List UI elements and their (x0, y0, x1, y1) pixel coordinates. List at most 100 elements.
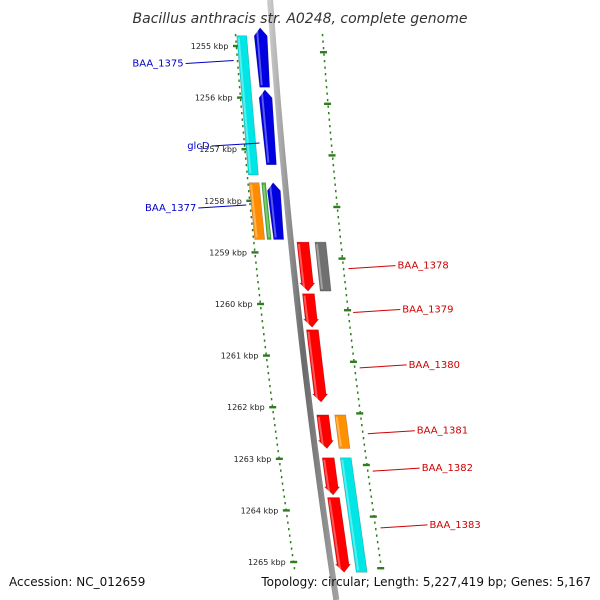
gene-baa-1382[interactable] (339, 457, 368, 573)
right-scale-dot (336, 203, 338, 206)
left-scale-dot (249, 203, 251, 206)
left-scale-dot (269, 385, 271, 388)
right-scale-dot (324, 73, 327, 76)
left-scale-tick (282, 509, 290, 512)
right-scale-dot (375, 534, 378, 537)
left-scale-dot (248, 196, 251, 199)
gene-label[interactable]: BAA_1378 (397, 261, 448, 272)
gene-baa-1383[interactable] (327, 497, 352, 573)
right-scale-dot (332, 164, 335, 167)
left-scale-dot (237, 66, 239, 69)
right-scale-dot (360, 417, 362, 420)
gene-feature[interactable] (316, 414, 335, 449)
left-scale-dot (246, 170, 248, 173)
gene-highlight (303, 295, 310, 326)
gene-label[interactable]: glcD (187, 141, 210, 152)
gene-label[interactable]: BAA_1382 (422, 463, 473, 474)
right-scale-dot (323, 60, 326, 63)
left-scale-dot (236, 60, 239, 63)
right-scale-dot (367, 476, 370, 479)
gene-label-leader (372, 467, 420, 472)
label-layer: BAA_1375 glcD BAA_1377 BAA_1378 BAA_1379 BAA_… (132, 58, 480, 530)
gene-label[interactable]: BAA_1380 (409, 360, 460, 371)
accession-text: Accession: NC_012659 (9, 575, 145, 589)
gene-label[interactable]: BAA_1379 (402, 304, 453, 315)
left-scale-dot (270, 391, 272, 394)
left-scale-dot (273, 417, 275, 420)
gene-label[interactable]: BAA_1381 (417, 426, 468, 437)
gene-label[interactable]: BAA_1383 (429, 520, 480, 531)
left-scale-dot (236, 53, 238, 56)
left-scale-dot (263, 333, 265, 336)
left-scale-dot (271, 404, 274, 407)
right-scale-dot (328, 118, 331, 121)
right-scale-dot (349, 326, 351, 329)
right-scale-dot (344, 281, 346, 284)
left-scale-dot (284, 502, 286, 505)
right-scale-dot (335, 190, 337, 193)
right-scale-dot (361, 424, 363, 427)
left-scale-dot (251, 229, 254, 232)
right-scale-dot (369, 489, 372, 492)
right-scale-dot (326, 92, 328, 95)
right-scale-dot (379, 560, 382, 563)
right-scale-dot (328, 112, 330, 115)
gene-label[interactable]: BAA_1375 (132, 58, 183, 69)
left-scale-dot (279, 463, 281, 466)
left-scale-dot (270, 398, 273, 401)
left-scale-dot (274, 424, 276, 427)
scale-tick-label: 1264 kbp (241, 506, 279, 515)
left-scale-dot (258, 294, 261, 297)
left-scale-dot (264, 346, 267, 349)
gene-baa-1380[interactable] (306, 329, 329, 403)
right-scale-dot (333, 177, 336, 180)
left-scale-dot (288, 528, 290, 531)
backbone-layer (267, 0, 340, 600)
gene-feature[interactable] (261, 182, 272, 240)
right-scale-dot (322, 47, 325, 50)
right-scale-dot (326, 99, 329, 102)
right-scale-dot (359, 411, 361, 414)
gene-label[interactable]: BAA_1377 (145, 203, 196, 214)
right-scale-dot (321, 34, 324, 37)
right-scale-dot (350, 339, 353, 342)
right-scale-tick (338, 257, 346, 260)
right-scale-dot (329, 131, 332, 134)
left-scale-dot (267, 372, 270, 375)
scale-tick-label: 1258 kbp (204, 197, 242, 206)
gene-label-leader (380, 524, 428, 529)
gene-baa-1378[interactable] (314, 241, 332, 292)
gene-baa-1375[interactable] (236, 35, 259, 176)
left-scale-dot (256, 274, 259, 277)
gene-highlight (317, 416, 324, 447)
gene-feature[interactable] (296, 241, 316, 292)
genome-backbone (267, 0, 340, 600)
left-scale-dot (241, 112, 243, 115)
right-scale-dot (375, 528, 377, 531)
gene-baa-1377[interactable] (248, 182, 266, 240)
right-scale-dot (365, 456, 367, 459)
left-scale-dot (246, 177, 249, 180)
gene-baa-1381[interactable] (334, 414, 351, 449)
gene-feature[interactable] (253, 27, 271, 88)
scale-tick-label: 1259 kbp (209, 248, 247, 257)
gene-glcd[interactable] (258, 89, 277, 165)
right-scale-dot (341, 255, 344, 258)
left-scale-dot (272, 411, 274, 414)
gene-label-leader (353, 308, 401, 313)
right-scale-dot (327, 105, 329, 108)
right-scale-dot (350, 333, 352, 336)
right-scale-dot (358, 404, 361, 407)
right-scale-dot (367, 469, 369, 472)
gene-feature[interactable] (321, 457, 341, 496)
right-scale-dot (347, 313, 350, 316)
gene-feature[interactable] (267, 182, 285, 240)
scale-tick-label: 1262 kbp (227, 403, 265, 412)
right-scale-dot (356, 385, 358, 388)
map-title: Bacillus anthracis str. A0248, complete … (133, 11, 468, 27)
gene-highlight (341, 459, 360, 571)
left-scale-dot (276, 443, 279, 446)
gene-baa-1379[interactable] (302, 293, 320, 328)
gene-highlight (307, 331, 319, 401)
